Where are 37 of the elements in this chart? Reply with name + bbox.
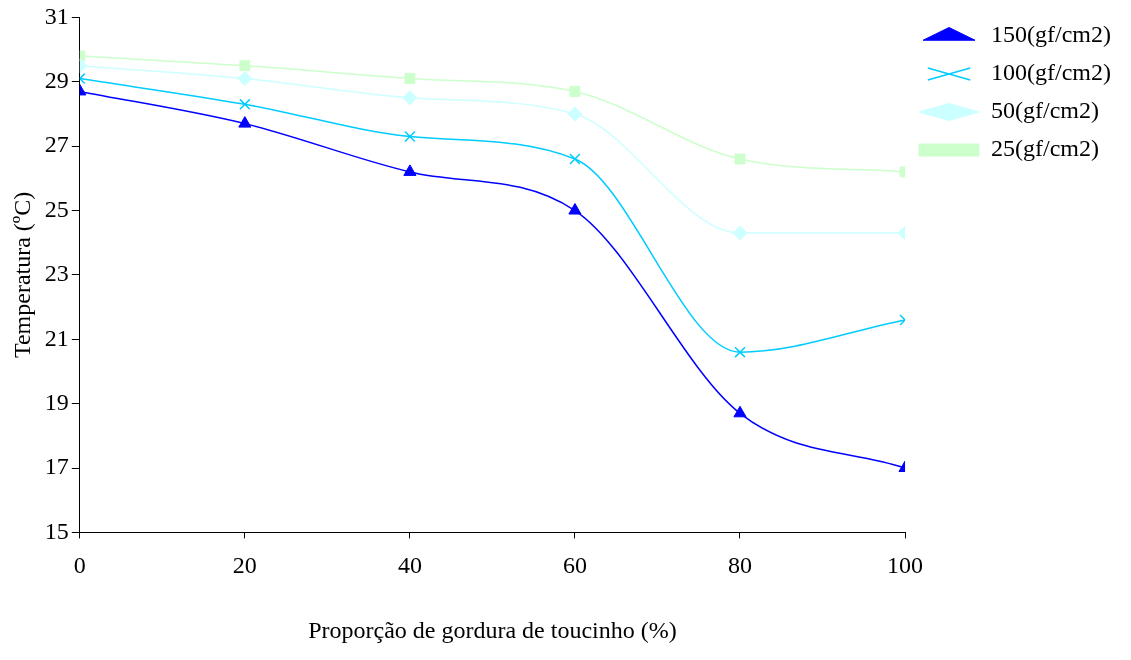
legend-label: 150(gf/cm2) [991, 21, 1111, 48]
y-tick-label: 29 [44, 67, 69, 94]
point [239, 98, 251, 111]
x-tick-label: 40 [397, 552, 422, 579]
point [402, 90, 418, 106]
y-tick-label: 23 [44, 260, 69, 287]
point [568, 203, 582, 215]
point [404, 130, 416, 143]
point [567, 106, 583, 122]
point [732, 225, 748, 241]
x-tick-label: 20 [232, 552, 257, 579]
legend-label: 50(gf/cm2) [991, 97, 1099, 124]
y-tick-label: 15 [44, 517, 69, 544]
y-tick-label: 19 [44, 388, 69, 415]
point [734, 346, 746, 358]
point [239, 60, 251, 72]
x-axis-title: Proporção de gordura de toucinho (%) [308, 616, 677, 643]
point [404, 73, 416, 85]
point [238, 116, 252, 128]
point [734, 153, 746, 165]
point [569, 153, 581, 165]
legend-label: 25(gf/cm2) [991, 135, 1099, 162]
y-tick-label: 31 [44, 2, 69, 29]
point [733, 405, 747, 418]
y-tick-label: 25 [44, 195, 69, 222]
point [403, 164, 417, 176]
point [237, 71, 253, 87]
point [569, 85, 581, 97]
y-tick-label: 21 [44, 324, 69, 351]
legend-label: 100(gf/cm2) [991, 59, 1111, 86]
y-tick-label: 27 [44, 131, 69, 158]
x-tick-label: 80 [727, 552, 752, 579]
x-tick-label: 60 [562, 552, 587, 579]
x-tick-label: 0 [73, 552, 86, 579]
x-tick-label: 100 [887, 552, 924, 579]
y-tick-label: 17 [44, 453, 69, 480]
y-axis-title: Temperatura (ºC) [8, 191, 35, 359]
